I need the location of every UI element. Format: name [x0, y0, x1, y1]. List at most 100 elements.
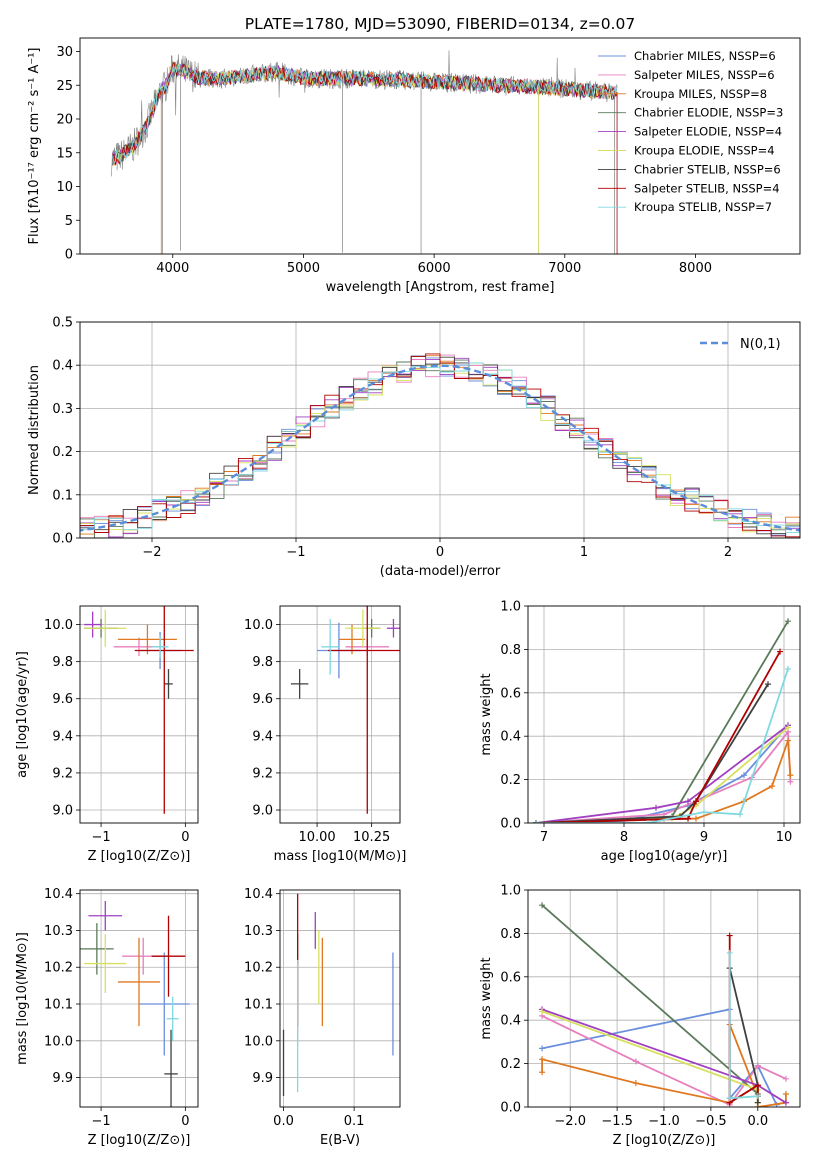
legend-entry: Chabrier ELODIE, NSSP=3 [634, 106, 783, 120]
data-point-marker [754, 1082, 761, 1089]
data-point-marker [777, 648, 783, 655]
y-tick-label: 0.0 [500, 817, 521, 832]
y-tick-label: 10.0 [44, 618, 73, 633]
y-tick-label: 0.5 [52, 316, 73, 331]
y-tick-label: 0.0 [500, 1101, 521, 1116]
y-tick-label: 10.4 [44, 887, 73, 902]
legend-entry: Chabrier MILES, NSSP=6 [634, 49, 776, 63]
y-tick-label: 9.2 [52, 766, 73, 781]
data-point-marker [754, 1093, 761, 1100]
axes-frame [279, 889, 401, 1108]
legend: N(0,1) [700, 337, 781, 352]
y-tick-label: 9.0 [52, 804, 73, 819]
data-point-marker [769, 783, 775, 790]
x-tick-label: −1 [286, 545, 305, 560]
data-point-marker [741, 772, 747, 779]
model-spectrum-line [112, 63, 618, 166]
y-tick-label: 10 [56, 180, 73, 195]
y-tick-label: 10.1 [44, 998, 73, 1013]
x-tick-label: −2.0 [554, 1114, 586, 1129]
y-tick-label: 0.2 [500, 773, 521, 788]
panel-mass_vs_EBV: 0.0 0.1 9.9 10.0 10.1 10.2 10.3 10.4 E(B-V) [244, 887, 401, 1148]
data-point-marker [539, 1008, 546, 1015]
data-point-marker [693, 815, 699, 822]
y-tick-label: 0.2 [500, 1057, 521, 1072]
histogram-series [80, 353, 800, 538]
legend-entry: Salpeter MILES, NSSP=6 [634, 68, 775, 82]
data-point-marker [754, 1062, 761, 1069]
data-point-marker [726, 932, 733, 939]
y-tick-label: 10.3 [244, 924, 273, 939]
data-point-marker [539, 1069, 546, 1076]
data-point-marker [737, 811, 743, 818]
y-tick-label: 9.2 [252, 766, 273, 781]
data-point-marker [653, 804, 659, 811]
y-tick-label: 10.2 [44, 961, 73, 976]
x-tick-label: −1.0 [648, 1114, 680, 1129]
panel-age_vs_Z: −1 0 9.0 9.2 9.4 9.6 9.8 10.0 Z [log10(Z/Z⊙)] age… [15, 605, 199, 864]
x-tick-label: −1.5 [601, 1114, 633, 1129]
x-tick-label: 6000 [418, 261, 451, 276]
y-tick-label: 9.4 [252, 729, 273, 744]
y-tick-label: 30 [56, 45, 73, 60]
y-tick-label: 0.2 [52, 445, 73, 460]
y-tick-label: 15 [56, 146, 73, 161]
plot-layer [533, 618, 794, 823]
x-tick-label: 4000 [156, 261, 189, 276]
x-tick-label: 9 [700, 830, 708, 845]
y-tick-label: 10.1 [244, 998, 273, 1013]
y-tick-label: 10.0 [244, 1034, 273, 1049]
model-spectrum-line [112, 65, 618, 165]
chart-title: PLATE=1780, MJD=53090, FIBERID=0134, z=0… [245, 15, 635, 33]
y-tick-label: 0.8 [500, 643, 521, 658]
y-tick-label: 0.4 [500, 1014, 521, 1029]
y-tick-label: 9.9 [252, 1071, 273, 1086]
x-tick-label: 0 [181, 1114, 189, 1129]
y-axis-label: mass weight [479, 957, 494, 1039]
panel-massweight_vs_Z: −2.0 −1.5 −1.0 −0.5 0.0 0.0 0.2 0.4 0.6 0.8 1.0 Z [… [479, 884, 801, 1148]
y-axis-label: mass weight [479, 673, 494, 755]
x-tick-label: 0 [181, 830, 189, 845]
y-axis-label: Flux [fλ10⁻¹⁷ erg cm⁻² s⁻¹ A⁻¹] [27, 48, 42, 245]
y-tick-label: 1.0 [500, 600, 521, 615]
x-tick-label: 10 [776, 830, 793, 845]
panel-residuals: N(0,1) −2 −1 0 1 2 0.0 0.1 0.2 0.3 0.4 0.5 (data-mod… [27, 316, 801, 579]
data-point-marker [754, 1099, 761, 1106]
axes-frame [279, 605, 401, 824]
plot-layer [84, 606, 194, 814]
y-tick-label: 0 [65, 248, 73, 263]
x-axis-label: Z [log10(Z/Z⊙)] [613, 1133, 716, 1148]
weight-series-line [535, 651, 781, 823]
x-tick-label: 10.25 [353, 830, 390, 845]
x-tick-label: 7 [540, 830, 548, 845]
plot-layer [80, 353, 800, 538]
axes-frame [527, 605, 801, 824]
y-tick-label: 9.6 [252, 692, 273, 707]
panel-spectrum: PLATE=1780, MJD=53090, FIBERID=0134, z=0… [27, 15, 801, 295]
y-tick-label: 9.8 [52, 655, 73, 670]
x-tick-label: 7000 [548, 261, 581, 276]
x-tick-label: 5000 [287, 261, 320, 276]
data-point-marker [785, 665, 791, 672]
y-tick-label: 9.9 [52, 1071, 73, 1086]
x-tick-label: 0 [436, 545, 444, 560]
x-axis-label: E(B-V) [320, 1133, 360, 1148]
plot-area [280, 890, 400, 1107]
x-tick-label: −1 [91, 830, 110, 845]
y-tick-label: 0.6 [500, 686, 521, 701]
axes-frame [79, 605, 199, 824]
x-axis-label: (data-model)/error [380, 564, 501, 579]
data-point-marker [765, 681, 771, 688]
legend-entry: N(0,1) [740, 337, 781, 352]
x-tick-label: 10.00 [298, 830, 335, 845]
x-tick-label: 0.0 [273, 1114, 294, 1129]
x-tick-label: 0.0 [747, 1114, 768, 1129]
x-tick-label: 8000 [679, 261, 712, 276]
data-point-marker [785, 737, 791, 744]
data-point-marker [782, 1090, 789, 1097]
data-point-marker [685, 798, 691, 805]
legend-entry: Kroupa ELODIE, NSSP=4 [634, 144, 775, 158]
y-tick-label: 20 [56, 113, 73, 128]
legend-entry: Salpeter ELODIE, NSSP=4 [634, 125, 782, 139]
data-point-marker [785, 724, 791, 731]
